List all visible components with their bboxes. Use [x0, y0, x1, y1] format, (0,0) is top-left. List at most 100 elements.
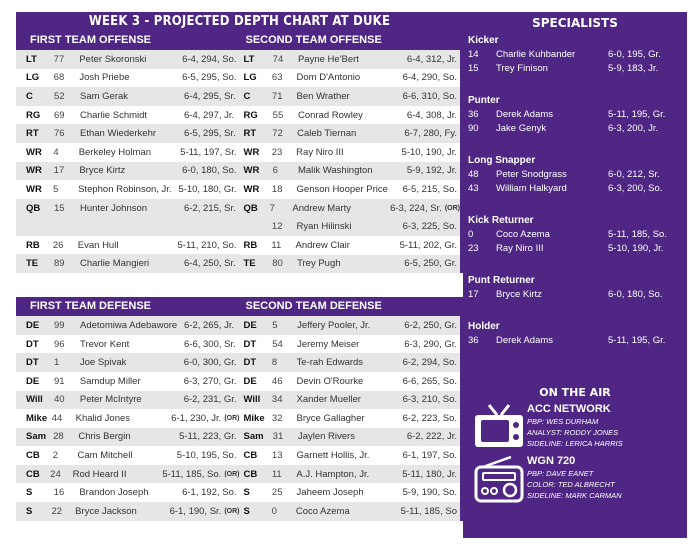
jersey-number: 25	[271, 487, 283, 499]
jersey-number: 55	[272, 109, 284, 121]
jersey-number: 36	[468, 335, 479, 346]
player-info: 5-9, 190, So.	[402, 487, 457, 499]
player-info: 5-11, 195, Gr.	[608, 109, 666, 120]
position-cell: S	[26, 487, 33, 499]
first-team-defense-table: DE 99 Adetomiwa Adebawore 6-2, 265, Jr. DT 96…	[16, 316, 240, 521]
table-row: DE 99 Adetomiwa Adebawore 6-2, 265, Jr.	[16, 316, 240, 335]
player-name: Peter Snodgrass	[496, 169, 567, 180]
position-cell: RT	[26, 128, 39, 140]
player-name: Ray Niro III	[296, 146, 344, 158]
player-info: 5-11, 180, Jr.	[402, 468, 457, 480]
position-cell: Will	[26, 394, 43, 406]
player-info: 6-5, 215, So.	[402, 183, 457, 195]
position-cell: DT	[26, 357, 39, 369]
table-row: 12 Ryan Hilinski 6-3, 225, So.	[239, 217, 460, 236]
broadcast-color: Color: Ted Albrecht	[527, 480, 615, 489]
jersey-number: 46	[271, 375, 283, 387]
player-name: Jeffery Pooler, Jr.	[297, 319, 371, 331]
player-info: 6-2, 294, So.	[402, 357, 457, 369]
player-info: 6-0, 195, Gr.	[608, 49, 661, 60]
player-info: 6-2, 222, Jr.	[406, 431, 458, 443]
first-team-offense-label: FIRST TEAM OFFENSE	[30, 34, 151, 46]
position-cell: S	[243, 487, 250, 499]
position-cell: DE	[26, 375, 40, 387]
player-info: 6-2, 250, Gr.	[404, 319, 457, 331]
table-row: DE 91 Samdup Miller 6-3, 270, Gr.	[16, 371, 240, 391]
specialist-group: Kick Returner 0 Coco Azema 5-11, 185, So. 23…	[463, 214, 687, 256]
player-info: 5-11, 202, Gr.	[399, 239, 457, 251]
player-name: Ben Wrather	[296, 90, 350, 102]
jersey-number: 18	[271, 183, 283, 195]
jersey-number: 5	[272, 319, 278, 331]
position-cell: RG	[243, 109, 258, 121]
table-row: LT 77 Peter Skoronski 6-4, 294, So.	[16, 50, 240, 69]
player-info: 6-3, 270, Gr.	[183, 375, 237, 387]
player-info: 6-3, 200, So.	[608, 183, 663, 194]
table-row: WR 23 Ray Niro III 5-10, 190, Jr.	[239, 142, 460, 162]
player-info: 6-3, 210, So.	[402, 394, 457, 406]
jersey-number: 16	[53, 487, 65, 499]
position-cell: TE	[26, 258, 39, 270]
jersey-number: 12	[271, 221, 283, 233]
player-info: 6-4, 250, Sr.	[184, 258, 236, 270]
depth-chart-main: WEEK 3 - PROJECTED DEPTH CHART AT DUKE F…	[16, 12, 463, 521]
jersey-number: 26	[52, 239, 64, 251]
specialist-group: Kicker 14 Charlie Kuhbander 6-0, 195, Gr. 15…	[463, 34, 687, 76]
position-cell: DT	[243, 338, 257, 350]
position-cell: WR	[26, 183, 42, 195]
table-row: TE 80 Trey Pugh 6-5, 250, Gr.	[239, 254, 460, 274]
jersey-number: 71	[271, 90, 283, 102]
jersey-number: 44	[51, 412, 63, 424]
broadcast-analyst: Analyst: Roddy Jones	[527, 428, 619, 437]
player-name: Peter Skoronski	[79, 53, 147, 65]
table-row: DT 1 Joe Spivak 6-0, 300, Gr.	[16, 353, 240, 372]
player-info: 6-4, 295, Sr.	[184, 90, 236, 102]
specialist-row: 23 Ray Niro III 5-10, 190, Jr.	[468, 242, 687, 256]
player-info: 6-6, 300, Sr.	[184, 338, 236, 350]
table-row: Sam 28 Chris Bergin 5-11, 223, Gr.	[16, 427, 240, 447]
position-cell: WR	[26, 165, 42, 177]
position-cell: RT	[243, 128, 257, 140]
player-name: Jaheem Joseph	[296, 487, 364, 499]
table-row: QB 15 Hunter Johnson 6-2, 215, Sr.	[16, 198, 240, 236]
table-row: Sam 31 Jaylen Rivers 6-2, 222, Jr.	[239, 427, 460, 447]
player-name: Josh Priebe	[79, 72, 130, 84]
specialist-row: 15 Trey Finison 5-9, 183, Jr.	[468, 62, 687, 76]
player-name: Derek Adams	[496, 335, 554, 346]
player-info: 5-11, 197, Sr.	[180, 146, 237, 158]
player-info: 6-4, 290, So.	[402, 72, 457, 84]
on-the-air-title: ON THE AIR	[539, 386, 611, 399]
table-row: CB 11 A.J. Hampton, Jr. 5-11, 180, Jr.	[239, 464, 460, 484]
table-row: LG 63 Dom D'Antonio 6-4, 290, So.	[239, 68, 460, 88]
jersey-number: 11	[271, 239, 282, 251]
table-row: DE 5 Jeffery Pooler, Jr. 6-2, 250, Gr.	[239, 316, 460, 335]
broadcast-sideline: Sideline: Mark Carman	[527, 491, 622, 500]
broadcast-pbp: PBP: Dave Eanet	[527, 469, 594, 478]
player-info: 5-11, 185, So.	[162, 468, 222, 480]
player-info: 6-1, 192, So.	[182, 487, 237, 499]
player-info: 6-6, 310, So.	[402, 90, 457, 102]
specialist-role-label: Holder	[468, 321, 500, 332]
jersey-number: 69	[54, 109, 65, 121]
specialist-role-label: Long Snapper	[468, 155, 536, 166]
player-info: 5-9, 183, Jr.	[608, 63, 659, 74]
table-row: WR 17 Bryce Kirtz 6-0, 180, So.	[16, 161, 240, 181]
player-name: Coco Azema	[295, 505, 350, 517]
player-name: Charlie Schmidt	[80, 109, 148, 121]
jersey-number: 43	[468, 183, 479, 194]
position-cell: DT	[243, 357, 257, 369]
player-name: Trey Finison	[496, 63, 548, 74]
player-info: 6-3, 200, Jr.	[608, 123, 659, 134]
player-info: 6-1, 190, Sr.	[169, 505, 222, 517]
table-row: RB 26 Evan Hull 5-11, 210, So.	[16, 235, 240, 255]
player-info: 6-1, 230, Jr.	[171, 412, 222, 424]
player-name: Ray Niro III	[496, 243, 544, 254]
player-info: 6-0, 300, Gr.	[183, 357, 237, 369]
tv-icon	[475, 404, 523, 447]
position-cell: LT	[26, 53, 37, 65]
table-row: DE 46 Devin O'Rourke 6-6, 265, So.	[239, 371, 460, 391]
jersey-number: 68	[53, 72, 65, 84]
jersey-number: 24	[50, 468, 61, 480]
jersey-number: 2	[52, 450, 59, 462]
section-gap	[16, 273, 463, 298]
